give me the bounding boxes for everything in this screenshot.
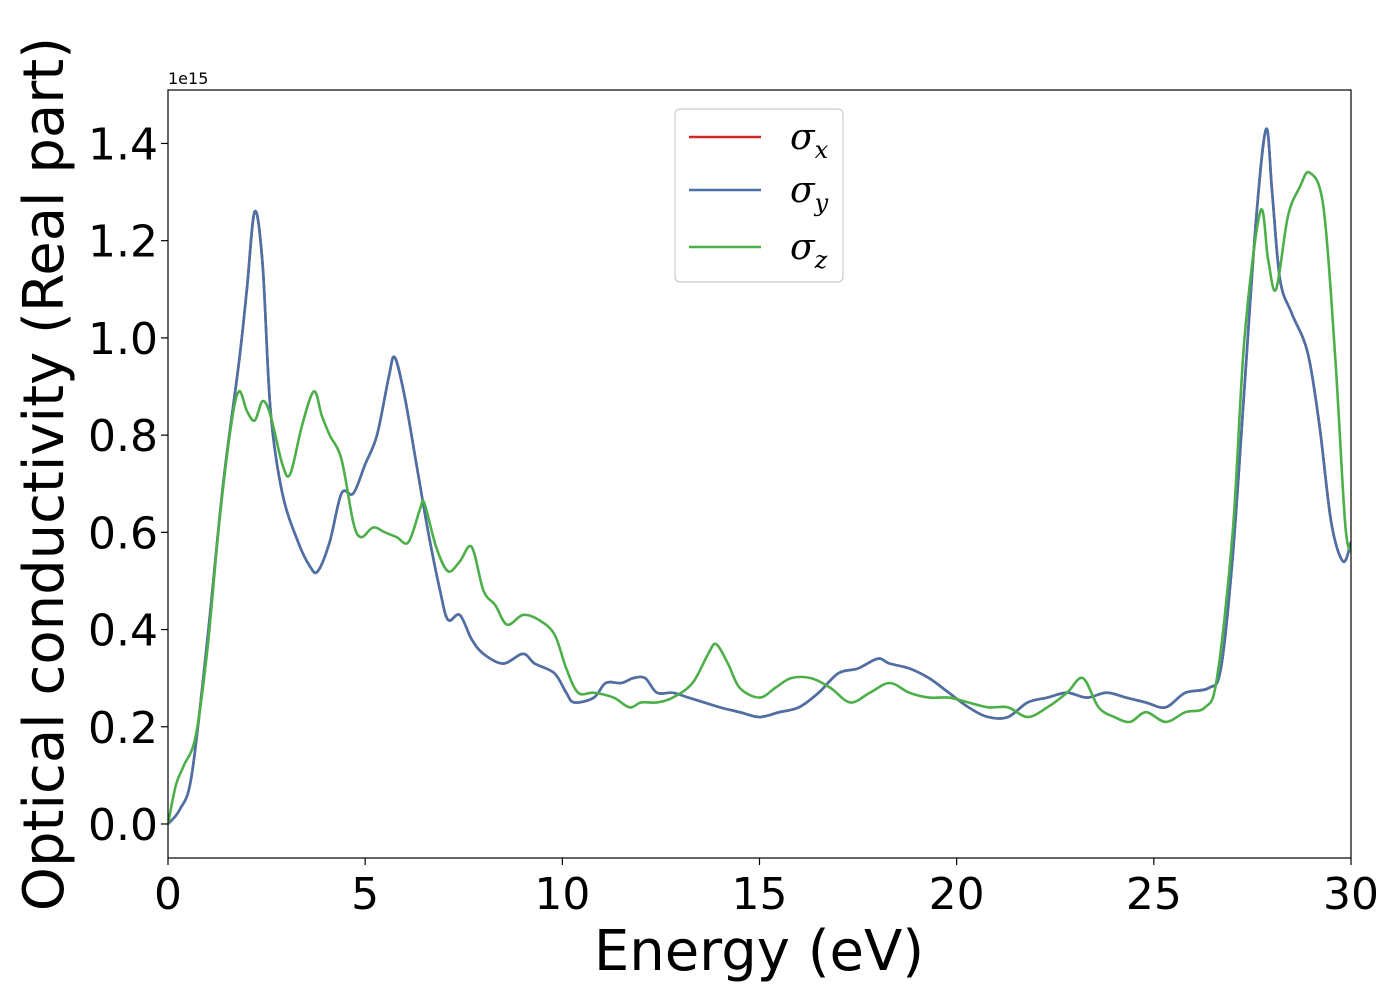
y-axis: 0.0 0.2 0.4 0.6 0.8 1.0 1.2 1.4 [88, 119, 168, 851]
y-tick-label: 0.2 [88, 703, 158, 754]
y-tick-label: 0.4 [88, 606, 158, 657]
x-tick-label: 25 [1126, 869, 1182, 920]
x-tick-label: 5 [351, 869, 379, 920]
legend-box [674, 108, 844, 283]
y-tick-label: 0.8 [88, 411, 158, 462]
x-tick-label: 20 [929, 869, 985, 920]
y-tick-label: 1.0 [88, 314, 158, 365]
y-tick-label: 1.2 [88, 217, 158, 268]
x-axis-title: Energy (eV) [594, 919, 924, 984]
y-tick-label: 0.6 [88, 508, 158, 559]
series-line-y [168, 127, 1351, 826]
plot-lines [168, 127, 1351, 826]
y-offset-text: 1e15 [168, 69, 208, 88]
x-tick-label: 30 [1323, 869, 1379, 920]
x-tick-label: 10 [534, 869, 590, 920]
y-tick-label: 1.4 [88, 119, 158, 170]
x-axis: 0 5 10 15 20 25 30 [154, 858, 1379, 920]
series-line-z [168, 170, 1351, 826]
x-tick-label: 15 [732, 869, 788, 920]
y-tick-label: 0.0 [88, 800, 158, 851]
y-axis-title: Optical conductivity (Real part) [12, 37, 77, 911]
x-tick-label: 0 [154, 869, 182, 920]
